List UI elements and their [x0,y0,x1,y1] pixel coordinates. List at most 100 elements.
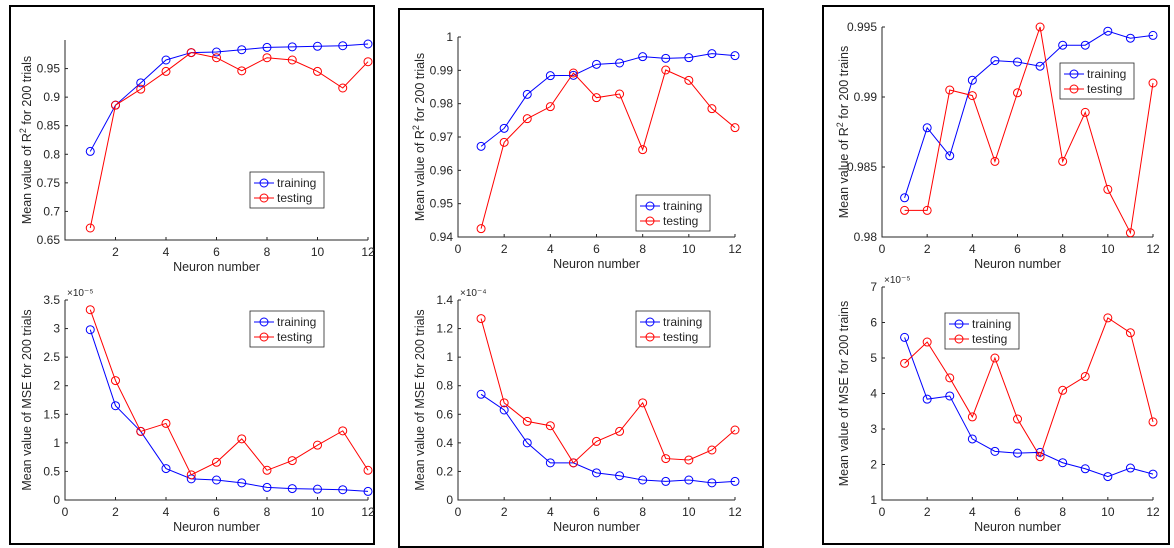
marker-training [161,55,171,65]
marker-testing [1125,328,1135,338]
x-tick-label: 10 [682,242,696,256]
marker-training [990,446,1000,456]
x-tick-label: 12 [1146,505,1160,519]
x-tick-label: 0 [455,242,462,256]
marker-training [363,486,373,496]
x-tick-label: 4 [163,245,170,259]
x-tick-label: 12 [728,505,742,519]
y-tick-label: 0.995 [847,20,877,34]
y-tick-label: 0.95 [37,62,61,76]
x-axis-label: Neuron number [974,257,1061,271]
x-tick-label: 6 [593,505,600,519]
marker-training [287,484,297,494]
marker-training [212,47,221,57]
x-axis-label: Neuron number [974,520,1061,534]
x-tick-label: 6 [593,242,600,256]
y-tick-label: 0.94 [430,230,454,244]
marker-testing [615,426,625,436]
marker-testing [338,426,348,436]
marker-training [1080,40,1090,50]
y-tick-label: 1.5 [43,407,60,421]
marker-testing [85,305,95,315]
marker-training [684,53,694,63]
marker-training [684,475,694,485]
x-tick-label: 4 [547,242,554,256]
y-exponent-label: ×10⁻⁵ [884,275,910,286]
legend-label-training: training [663,315,702,329]
marker-testing [922,337,932,347]
x-tick-label: 8 [639,505,646,519]
x-tick-label: 8 [1059,505,1066,519]
marker-testing [967,412,977,422]
marker-testing [945,373,955,383]
y-axis-label: Mean value of MSE for 200 trains [837,301,851,487]
marker-training [967,434,977,444]
legend-marker-testing [259,332,269,342]
marker-testing [684,75,694,85]
marker-training [136,78,146,88]
x-tick-label: 2 [924,505,931,519]
marker-testing [186,48,196,58]
legend-marker-training [954,319,964,329]
legend-marker-training [259,178,269,188]
x-tick-label: 8 [1059,242,1066,256]
marker-training [1148,469,1158,479]
marker-training [1125,463,1135,473]
y-axis-label: Mean value of MSE for 200 trials [413,309,427,490]
y-tick-label: 0 [53,493,60,507]
marker-training [85,146,95,156]
y-tick-label: 7 [870,280,877,294]
series-line-training [904,337,1154,478]
marker-testing [111,376,120,386]
marker-training [638,475,648,485]
legend-marker-testing [645,332,655,342]
legend-label-training: training [1087,67,1126,81]
x-tick-label: 8 [264,245,271,259]
x-tick-label: 0 [879,505,886,519]
y-tick-label: 1 [53,436,60,450]
marker-testing [262,465,272,475]
legend-label-training: training [663,199,702,213]
chart-r2-panel-1: 2 4 6 8 10 12 0.65 0.7 0.75 0.8 0.85 0.9 0.95 Neuron … [18,39,375,274]
marker-training [262,42,272,52]
marker-training [1080,464,1090,474]
marker-training [900,193,910,203]
x-tick-label: 4 [547,505,554,519]
legend-marker-training [1069,69,1079,79]
marker-testing [186,470,196,480]
y-tick-label: 0.8 [436,379,453,393]
y-tick-label: 1 [446,30,453,44]
marker-testing [638,398,648,408]
marker-testing [1035,452,1045,462]
x-tick-label: 6 [213,245,220,259]
marker-testing [661,65,671,75]
y-tick-label: 0.95 [430,197,454,211]
marker-training [661,53,671,63]
x-tick-label: 6 [1014,505,1021,519]
marker-training [967,75,977,85]
marker-training [615,58,625,68]
marker-training [313,484,322,494]
marker-testing [161,418,171,428]
marker-testing [1058,156,1068,166]
marker-testing [592,93,601,103]
legend-marker-testing [1069,84,1079,94]
y-tick-label: 3 [870,422,877,436]
legend-marker-testing [645,216,655,226]
x-tick-label: 12 [361,505,375,519]
y-tick-label: 0.8 [43,147,60,161]
marker-testing [568,458,578,468]
marker-training [545,458,555,468]
marker-testing [592,436,601,446]
marker-training [338,41,348,51]
marker-training [1125,33,1135,43]
marker-testing [212,457,221,467]
marker-testing [638,145,648,155]
y-tick-label: 0.985 [847,160,877,174]
marker-training [499,123,509,133]
marker-testing [661,454,671,464]
marker-testing [522,114,532,124]
x-tick-label: 8 [639,242,646,256]
marker-training [592,468,601,478]
x-tick-label: 12 [728,242,742,256]
